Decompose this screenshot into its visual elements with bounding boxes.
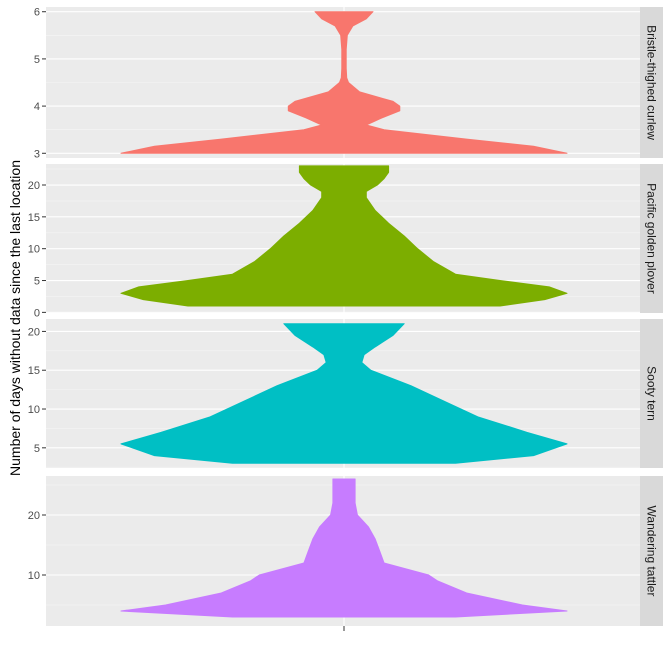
y-tick-label: 10 <box>28 404 40 416</box>
facet-label: Sooty tern <box>645 366 659 421</box>
y-tick-label: 5 <box>34 276 40 288</box>
y-tick-label: 20 <box>28 180 40 192</box>
violin-sooty-tern <box>120 323 568 464</box>
y-tick-label: 5 <box>34 443 40 455</box>
y-tick-label: 5 <box>34 54 40 66</box>
violin-bristle-thighed-curlew <box>120 11 568 154</box>
y-tick-label: 3 <box>34 148 40 160</box>
y-tick-label: 15 <box>28 212 40 224</box>
y-tick-label: 4 <box>34 101 40 113</box>
panel-2: 0 5 10 15 20 Pacific golden plover <box>28 164 663 319</box>
panel-3: 5 10 15 20 Sooty tern <box>28 319 663 468</box>
panel-4: 10 20 Wandering tattler <box>28 476 663 626</box>
facet-strip <box>640 476 663 626</box>
y-axis-title: Number of days without data since the la… <box>7 160 23 476</box>
facet-strip <box>640 7 663 158</box>
facet-label: Pacific golden plover <box>645 183 659 294</box>
y-tick-label: 20 <box>28 326 40 338</box>
violin-wandering-tattler <box>120 478 568 618</box>
facet-label: Wandering tattler <box>645 506 659 597</box>
y-tick-label: 10 <box>28 570 40 582</box>
facet-strip <box>640 164 663 313</box>
y-tick-label: 15 <box>28 365 40 377</box>
facet-strip <box>640 319 663 468</box>
violin-pacific-golden-plover <box>120 165 568 307</box>
chart-panels: 3 4 5 6 Bristle-thighed curlew 0 5 10 15 20 Pacifi… <box>28 7 663 626</box>
y-tick-label: 0 <box>34 307 40 319</box>
panel-1: 3 4 5 6 Bristle-thighed curlew <box>34 7 663 160</box>
y-tick-label: 10 <box>28 244 40 256</box>
y-tick-label: 6 <box>34 7 40 19</box>
facet-label: Bristle-thighed curlew <box>645 25 659 140</box>
y-tick-label: 20 <box>28 510 40 522</box>
